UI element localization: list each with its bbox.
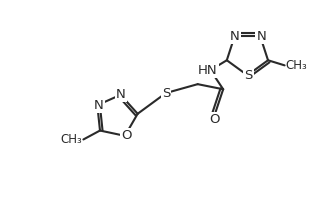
Text: N: N [116, 88, 125, 101]
Text: N: N [257, 29, 266, 43]
Text: N: N [230, 29, 240, 43]
Text: S: S [245, 69, 253, 82]
Text: S: S [162, 87, 170, 100]
Text: N: N [94, 99, 104, 112]
Text: CH₃: CH₃ [286, 59, 307, 72]
Text: O: O [121, 129, 131, 142]
Text: HN: HN [198, 64, 218, 77]
Text: O: O [209, 113, 219, 126]
Text: CH₃: CH₃ [60, 133, 82, 146]
